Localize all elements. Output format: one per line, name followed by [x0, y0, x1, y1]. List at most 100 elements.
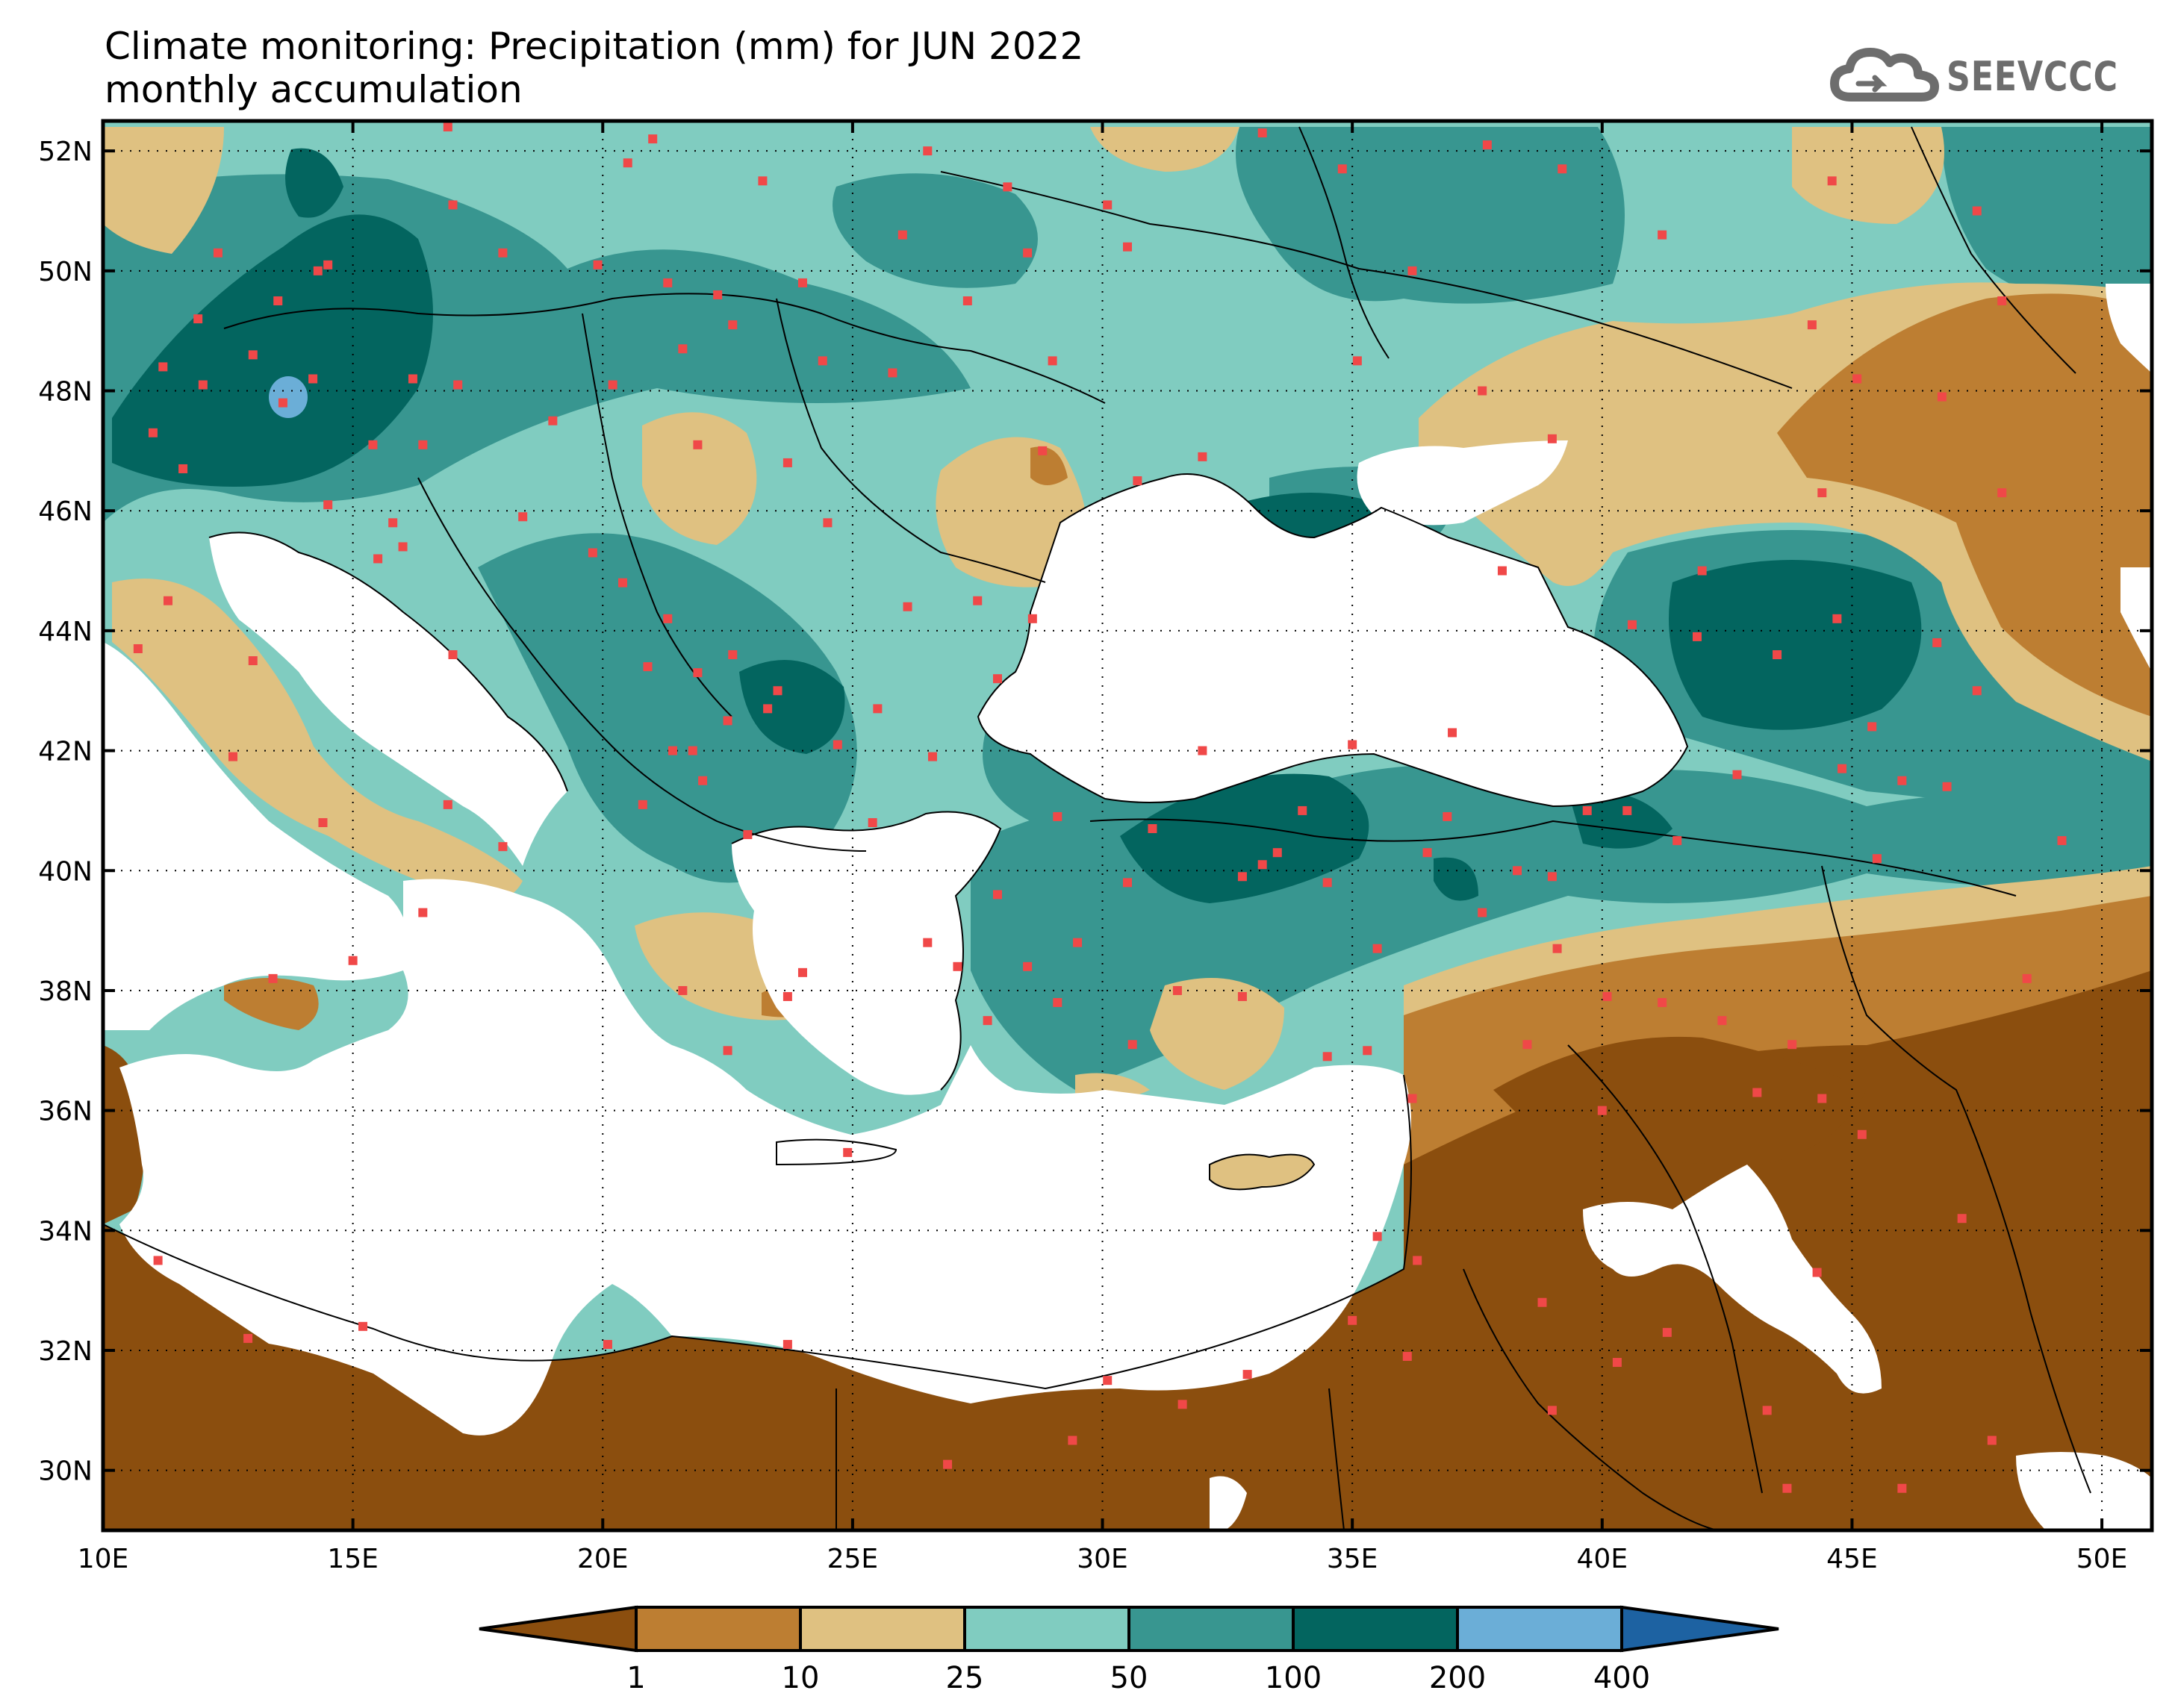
station-marker — [763, 704, 773, 714]
station-marker — [358, 1321, 368, 1331]
station-marker — [1658, 230, 1667, 240]
stations-layer — [133, 122, 2067, 1493]
station-marker — [158, 362, 168, 372]
station-marker — [678, 985, 688, 995]
station-marker — [398, 542, 408, 552]
station-marker — [443, 122, 452, 132]
station-marker — [723, 1046, 732, 1056]
station-marker — [1402, 1352, 1412, 1362]
station-marker — [1053, 811, 1062, 821]
station-marker — [648, 134, 658, 144]
station-marker — [1003, 182, 1012, 192]
map-frame — [101, 119, 2154, 1533]
station-marker — [773, 686, 782, 696]
station-marker — [248, 350, 258, 360]
station-marker — [453, 380, 463, 390]
station-marker — [643, 662, 653, 672]
red-sea-edge — [1210, 1476, 1247, 1530]
station-marker — [903, 602, 912, 611]
lon-tick-label: 40E — [1577, 1544, 1628, 1574]
station-marker — [1148, 824, 1157, 834]
station-marker — [518, 512, 528, 522]
colorbar-high-triangle — [1620, 1605, 1779, 1653]
station-marker — [308, 374, 318, 384]
station-marker — [153, 1256, 163, 1265]
station-marker — [1972, 686, 1982, 696]
station-marker — [873, 704, 883, 714]
lat-tick-label: 44N — [38, 617, 93, 647]
station-marker — [723, 716, 732, 726]
station-marker — [1298, 805, 1307, 815]
colorbar-label: 50 — [1110, 1661, 1148, 1695]
colorbar-label: 400 — [1593, 1661, 1650, 1695]
station-marker — [668, 746, 677, 755]
longitude-axis: 10E 15E 20E 25E 30E 35E 40E 45E 50E — [78, 121, 2127, 1574]
station-marker — [1773, 650, 1782, 660]
station-marker — [927, 752, 937, 761]
station-marker — [178, 464, 188, 473]
station-marker — [498, 248, 508, 258]
station-marker — [1547, 872, 1557, 882]
station-marker — [1127, 1040, 1137, 1050]
station-marker — [1348, 1315, 1357, 1325]
lat-tick-label: 50N — [38, 257, 93, 287]
station-marker — [1237, 991, 1247, 1001]
station-marker — [1897, 776, 1907, 785]
station-marker — [1673, 836, 1682, 846]
station-marker — [1482, 140, 1492, 150]
station-marker — [273, 296, 283, 306]
station-marker — [448, 650, 458, 660]
lon-tick-label: 10E — [78, 1544, 129, 1574]
station-marker — [1103, 1376, 1113, 1386]
station-marker — [278, 398, 287, 408]
station-marker — [992, 890, 1002, 900]
station-marker — [1257, 128, 1267, 138]
station-marker — [678, 344, 688, 354]
colorbar-label: 100 — [1265, 1661, 1322, 1695]
station-marker — [373, 554, 383, 564]
station-marker — [1622, 805, 1632, 815]
station-marker — [443, 800, 452, 809]
station-marker — [1478, 386, 1487, 396]
station-marker — [1372, 944, 1382, 953]
station-marker — [408, 374, 417, 384]
station-marker — [1497, 566, 1507, 576]
station-marker — [1817, 1094, 1827, 1103]
lat-tick-label: 52N — [38, 137, 93, 167]
station-marker — [1363, 1046, 1372, 1056]
station-marker — [1827, 176, 1837, 186]
lat-tick-label: 38N — [38, 976, 93, 1007]
station-marker — [418, 440, 428, 449]
station-marker — [1322, 1052, 1332, 1062]
station-marker — [1972, 206, 1982, 216]
station-marker — [313, 266, 323, 275]
station-marker — [663, 614, 673, 623]
station-marker — [1817, 488, 1827, 498]
station-marker — [1407, 1094, 1417, 1103]
station-marker — [713, 290, 723, 299]
station-marker — [368, 440, 378, 449]
colorbar-segment — [635, 1606, 802, 1652]
station-marker — [1807, 320, 1817, 330]
station-marker — [1997, 296, 2007, 306]
station-marker — [638, 800, 647, 809]
station-marker — [663, 278, 673, 287]
station-marker — [228, 752, 238, 761]
station-marker — [983, 1016, 992, 1026]
station-marker — [1692, 632, 1702, 641]
station-marker — [1662, 1327, 1672, 1337]
station-marker — [1023, 961, 1033, 971]
station-marker — [588, 548, 597, 558]
station-marker — [133, 643, 143, 653]
station-marker — [318, 817, 328, 827]
station-marker — [323, 500, 333, 510]
station-marker — [688, 746, 697, 755]
station-marker — [1872, 854, 1882, 864]
lat-tick-label: 34N — [38, 1216, 93, 1247]
caspian-edge — [2120, 567, 2152, 672]
station-marker — [923, 938, 933, 947]
station-marker — [1782, 1483, 1792, 1493]
gridlines — [103, 121, 2152, 1530]
station-marker — [1023, 248, 1033, 258]
